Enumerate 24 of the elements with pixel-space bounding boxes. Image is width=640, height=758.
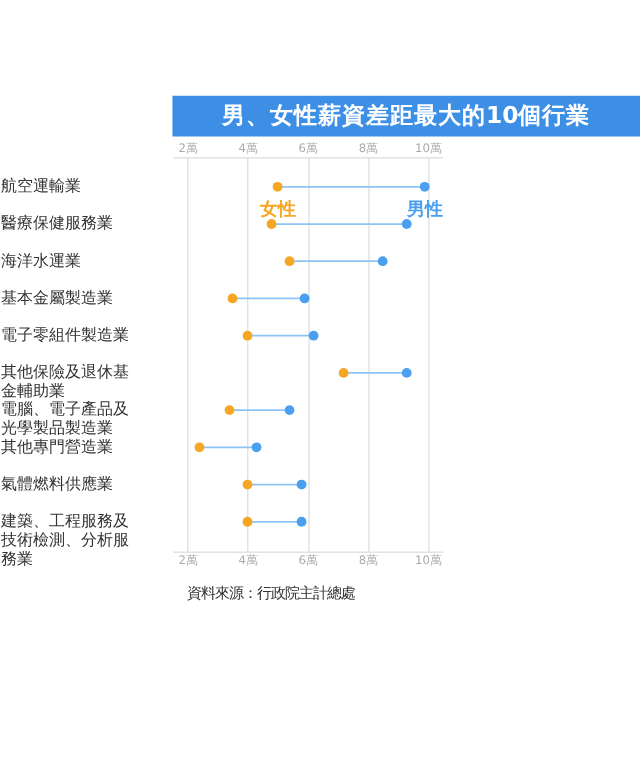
point <box>377 256 388 267</box>
point <box>401 367 412 378</box>
point <box>266 219 277 229</box>
point <box>338 367 349 378</box>
point <box>299 293 310 304</box>
point <box>242 479 253 490</box>
point <box>224 405 235 415</box>
point <box>284 405 295 415</box>
point <box>419 181 430 192</box>
point <box>296 479 307 490</box>
source-note: 資料來源：行政院主計總處 <box>187 584 356 603</box>
point <box>401 219 412 229</box>
point <box>296 516 307 527</box>
point <box>227 293 238 304</box>
series-label: 女性 <box>257 198 296 221</box>
point <box>242 516 253 527</box>
point <box>308 330 319 341</box>
point <box>194 442 205 453</box>
point <box>242 330 253 341</box>
point <box>251 442 262 453</box>
chart-title: 男、女性薪資差距最大的10個行業 <box>219 101 591 130</box>
point <box>284 256 295 267</box>
series-label: 男性 <box>404 198 443 221</box>
point <box>272 181 283 192</box>
